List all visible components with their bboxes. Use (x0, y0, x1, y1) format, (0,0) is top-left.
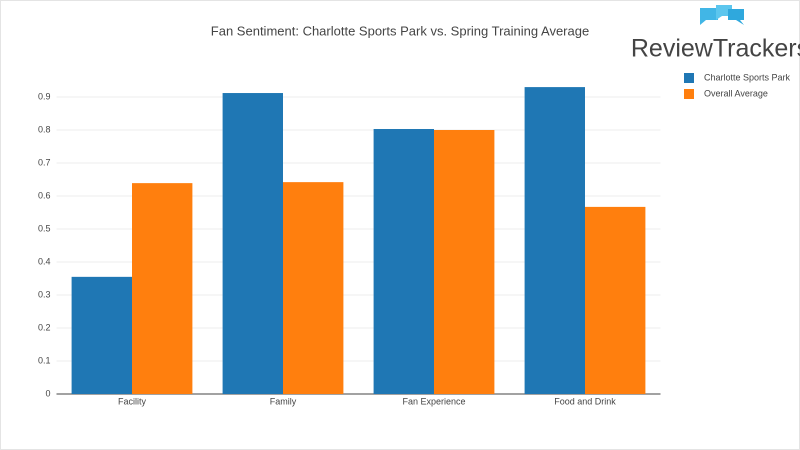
legend-label: Charlotte Sports Park (704, 72, 791, 82)
x-tick-label: Fan Experience (402, 396, 465, 406)
bar (524, 87, 585, 394)
y-tick-label: 0 (45, 388, 50, 398)
bar (71, 276, 132, 394)
bar (132, 183, 193, 394)
x-tick-label: Facility (118, 396, 147, 406)
y-tick-label: 0.8 (38, 124, 51, 134)
logo-icon (700, 5, 744, 25)
legend-label: Overall Average (704, 88, 768, 98)
chart-title: Fan Sentiment: Charlotte Sports Park vs.… (211, 23, 589, 38)
bar (585, 206, 646, 394)
y-tick-label: 0.2 (38, 322, 51, 332)
y-tick-label: 0.5 (38, 223, 51, 233)
y-tick-label: 0.7 (38, 157, 51, 167)
bar (222, 93, 283, 394)
brand-logo: ReviewTrackers (631, 35, 800, 63)
legend-swatch (684, 89, 694, 99)
y-tick-label: 0.6 (38, 190, 51, 200)
y-tick-label: 0.4 (38, 256, 51, 266)
legend-swatch (684, 73, 694, 83)
y-tick-label: 0.9 (38, 91, 51, 101)
y-tick-label: 0.1 (38, 355, 51, 365)
x-tick-label: Food and Drink (554, 396, 616, 406)
bar (373, 129, 434, 394)
y-tick-label: 0.3 (38, 289, 51, 299)
bar (434, 130, 495, 394)
x-tick-label: Family (270, 396, 297, 406)
bar (283, 182, 344, 394)
